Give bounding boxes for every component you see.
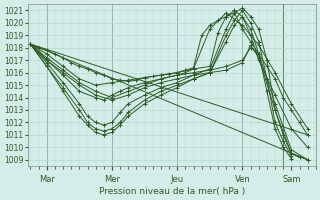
X-axis label: Pression niveau de la mer( hPa ): Pression niveau de la mer( hPa ): [99, 187, 245, 196]
